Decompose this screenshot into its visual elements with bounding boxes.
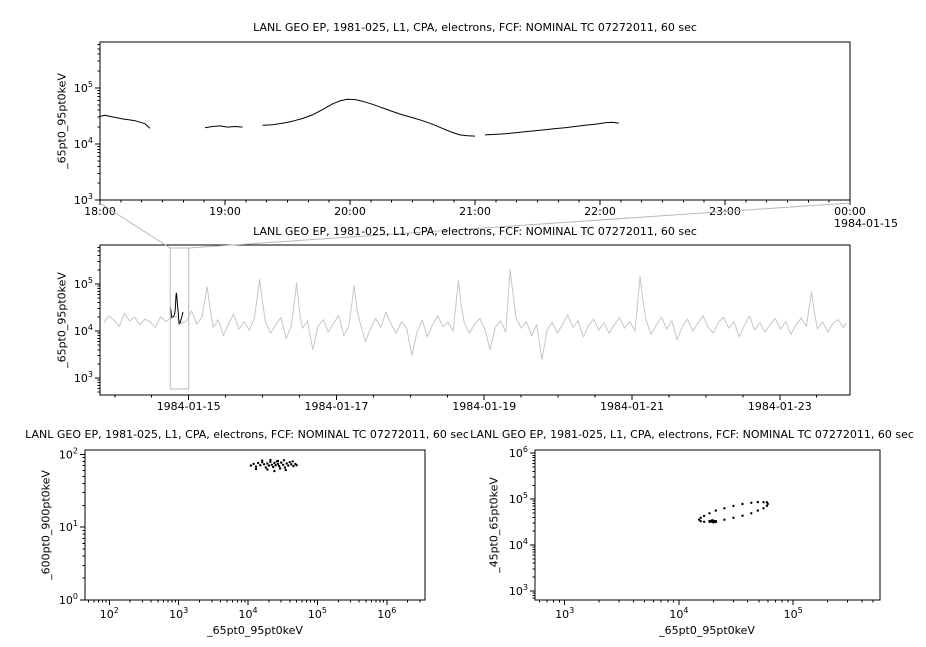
panel-title-context-view: LANL GEO EP, 1981-025, L1, CPA, electron… — [253, 225, 697, 238]
tick-label: 1984-01-19 — [452, 400, 516, 413]
axis-ticks — [80, 453, 421, 605]
plot-frame[interactable] — [534, 449, 881, 601]
tick-label: 104 — [74, 136, 93, 151]
highlight-series — [172, 315, 175, 318]
zoom-funnel-right-line — [188, 202, 851, 249]
x-axis-date-label: 1984-01-15 — [834, 217, 898, 230]
tick-label: 18:00 — [84, 205, 116, 218]
tick-label: 103 — [509, 583, 528, 598]
x-axis-label-scatter-left: _65pt0_95pt0keV — [207, 624, 303, 637]
panel-zoom_view: 18:00 19:00 20:00 21:00 22:00 23:00 00:0010310… — [74, 41, 866, 218]
tick-label: 102 — [100, 606, 119, 621]
tick-label: 1984-01-23 — [748, 400, 812, 413]
tick-label: 100 — [59, 592, 78, 607]
data-series — [204, 125, 243, 129]
tick-label: 1984-01-17 — [304, 400, 368, 413]
tick-label: 105 — [74, 80, 93, 95]
y-axis-label-zoom-view: _65pt0_95pt0keV — [55, 73, 69, 169]
plot-frame[interactable] — [99, 41, 851, 201]
tick-label: 102 — [59, 446, 78, 461]
axis-ticks — [530, 452, 874, 605]
tick-label: 19:00 — [209, 205, 241, 218]
panel-title-zoom-view: LANL GEO EP, 1981-025, L1, CPA, electron… — [253, 21, 697, 34]
tick-label: 104 — [239, 606, 258, 621]
tick-label: 22:00 — [584, 205, 616, 218]
y-axis-label-scatter-left: _600pt0_900pt0keV — [39, 470, 53, 580]
tick-label: 21:00 — [459, 205, 491, 218]
zoom-funnel-left-line — [99, 202, 171, 249]
tick-label: 104 — [74, 323, 93, 338]
tick-label: 00:00 — [834, 205, 866, 218]
panel-context_view: 1984-01-15 1984-01-17 1984-01-19 1984-01-21… — [74, 244, 851, 413]
axis-ticks — [95, 43, 851, 205]
tick-label: 101 — [59, 519, 78, 534]
axis-tick-labels: 18:00 19:00 20:00 21:00 22:00 23:00 00:0010310… — [74, 80, 866, 218]
x-axis-label-scatter-right: _65pt0_95pt0keV — [659, 624, 755, 637]
axis-tick-labels: 102 103 104 105 106 100 101 102 — [59, 446, 396, 621]
tick-label: 105 — [74, 276, 93, 291]
tick-label: 105 — [509, 491, 528, 506]
axis-tick-labels: 1984-01-15 1984-01-17 1984-01-19 1984-01-21… — [74, 276, 812, 413]
panel-title-scatter-right: LANL GEO EP, 1981-025, L1, CPA, electron… — [470, 428, 914, 441]
panel-title-scatter-left: LANL GEO EP, 1981-025, L1, CPA, electron… — [25, 428, 469, 441]
tick-label: 1984-01-21 — [600, 400, 664, 413]
tick-label: 104 — [509, 537, 528, 552]
tick-label: 103 — [169, 606, 188, 621]
plot-frame[interactable] — [99, 244, 851, 396]
panel-scatter_600_900: 102 103 104 105 106 100 101 102 — [59, 446, 426, 621]
tick-label: 106 — [377, 606, 396, 621]
tick-label: 105 — [308, 606, 327, 621]
data-series — [99, 114, 151, 129]
panel-scatter_45_65: 103 104 105 103 104 105 106 — [509, 445, 881, 621]
tick-label: 105 — [784, 606, 803, 621]
highlight-series — [173, 292, 180, 325]
axis-ticks — [95, 246, 818, 400]
scatter-points — [249, 458, 298, 473]
scatter-points — [697, 500, 769, 524]
axis-tick-labels: 103 104 105 103 104 105 106 — [509, 445, 803, 621]
tick-label: 103 — [74, 370, 93, 385]
data-series — [103, 269, 847, 360]
zoom-connector[interactable] — [99, 202, 851, 390]
data-series — [262, 98, 476, 137]
plot-frame[interactable] — [84, 449, 426, 601]
y-axis-label-context-view: _65pt0_95pt0keV — [55, 272, 69, 368]
data-series — [484, 121, 619, 136]
tick-label: 103 — [555, 606, 574, 621]
tick-label: 106 — [509, 445, 528, 460]
tick-label: 1984-01-15 — [157, 400, 221, 413]
highlight-series — [179, 311, 184, 324]
y-axis-label-scatter-right: _45pt0_65pt0keV — [487, 477, 501, 573]
zoom-region-box[interactable] — [169, 247, 190, 390]
tick-label: 104 — [669, 606, 688, 621]
tick-label: 20:00 — [334, 205, 366, 218]
